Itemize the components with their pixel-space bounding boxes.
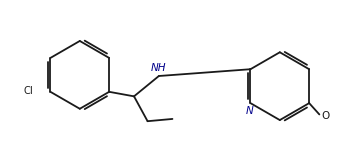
Text: N: N: [245, 106, 253, 116]
Text: Cl: Cl: [24, 86, 33, 96]
Text: O: O: [322, 111, 330, 121]
Text: NH: NH: [151, 63, 167, 73]
